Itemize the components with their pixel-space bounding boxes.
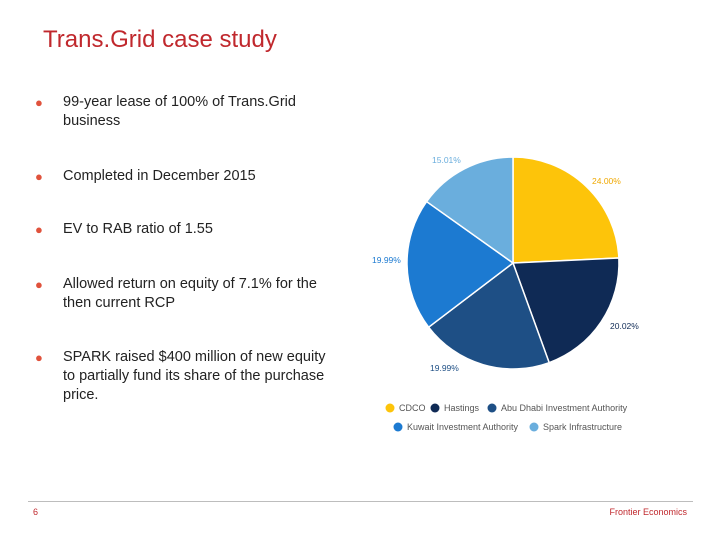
legend-label: Hastings	[444, 403, 480, 413]
bullet-dot-icon: ●	[35, 169, 43, 184]
legend-label: Spark Infrastructure	[543, 422, 622, 432]
bullet-item: ● 99-year lease of 100% of Trans.Grid bu…	[35, 93, 335, 131]
slice-value-label: 20.02%	[610, 321, 639, 331]
bullet-text: Completed in December 2015	[63, 168, 256, 184]
bullet-text: 99-year lease of 100% of Trans.Grid busi…	[63, 94, 296, 129]
bullet-dot-icon: ●	[35, 350, 43, 365]
bullet-item: ● SPARK raised $400 million of new equit…	[35, 348, 335, 405]
legend-swatch	[529, 422, 539, 432]
legend-swatch	[430, 403, 440, 413]
bullet-dot-icon: ●	[35, 222, 43, 237]
brand-name: Frontier Economics	[609, 507, 687, 517]
bullet-text: EV to RAB ratio of 1.55	[63, 221, 213, 237]
pie-slice	[511, 257, 620, 364]
slice-value-label: 15.01%	[432, 155, 461, 165]
slice-value-label: 19.99%	[372, 255, 401, 265]
legend-swatch	[393, 422, 403, 432]
legend-swatch	[487, 403, 497, 413]
bullet-item: ● Completed in December 2015	[35, 167, 335, 186]
pie-slice	[406, 200, 515, 329]
page-number: 6	[33, 507, 39, 517]
legend-label: Abu Dhabi Investment Authority	[501, 403, 628, 413]
pie-slice	[425, 156, 514, 265]
legend-label: Kuwait Investment Authority	[407, 422, 519, 432]
bullet-item: ● EV to RAB ratio of 1.55	[35, 220, 335, 239]
legend-label: CDCO	[399, 403, 426, 413]
bullet-text: Allowed return on equity of 7.1% for the…	[63, 276, 317, 311]
bullet-dot-icon: ●	[35, 95, 43, 110]
slide-title: Trans.Grid case study	[43, 26, 277, 53]
pie-slice	[512, 156, 620, 264]
bullet-text: SPARK raised $400 million of new equity …	[63, 349, 326, 403]
slice-value-label: 19.99%	[430, 363, 459, 373]
ownership-pie-chart: 24.00% 20.02% 19.99% 19.99% 15.01% CDCO Hastin…	[372, 155, 639, 432]
legend-swatch	[385, 403, 395, 413]
slice-value-label: 24.00%	[592, 176, 621, 186]
bullet-dot-icon: ●	[35, 277, 43, 292]
bullet-item: ● Allowed return on equity of 7.1% for t…	[35, 275, 335, 313]
footer-divider	[28, 501, 693, 502]
pie-slice	[427, 261, 551, 370]
